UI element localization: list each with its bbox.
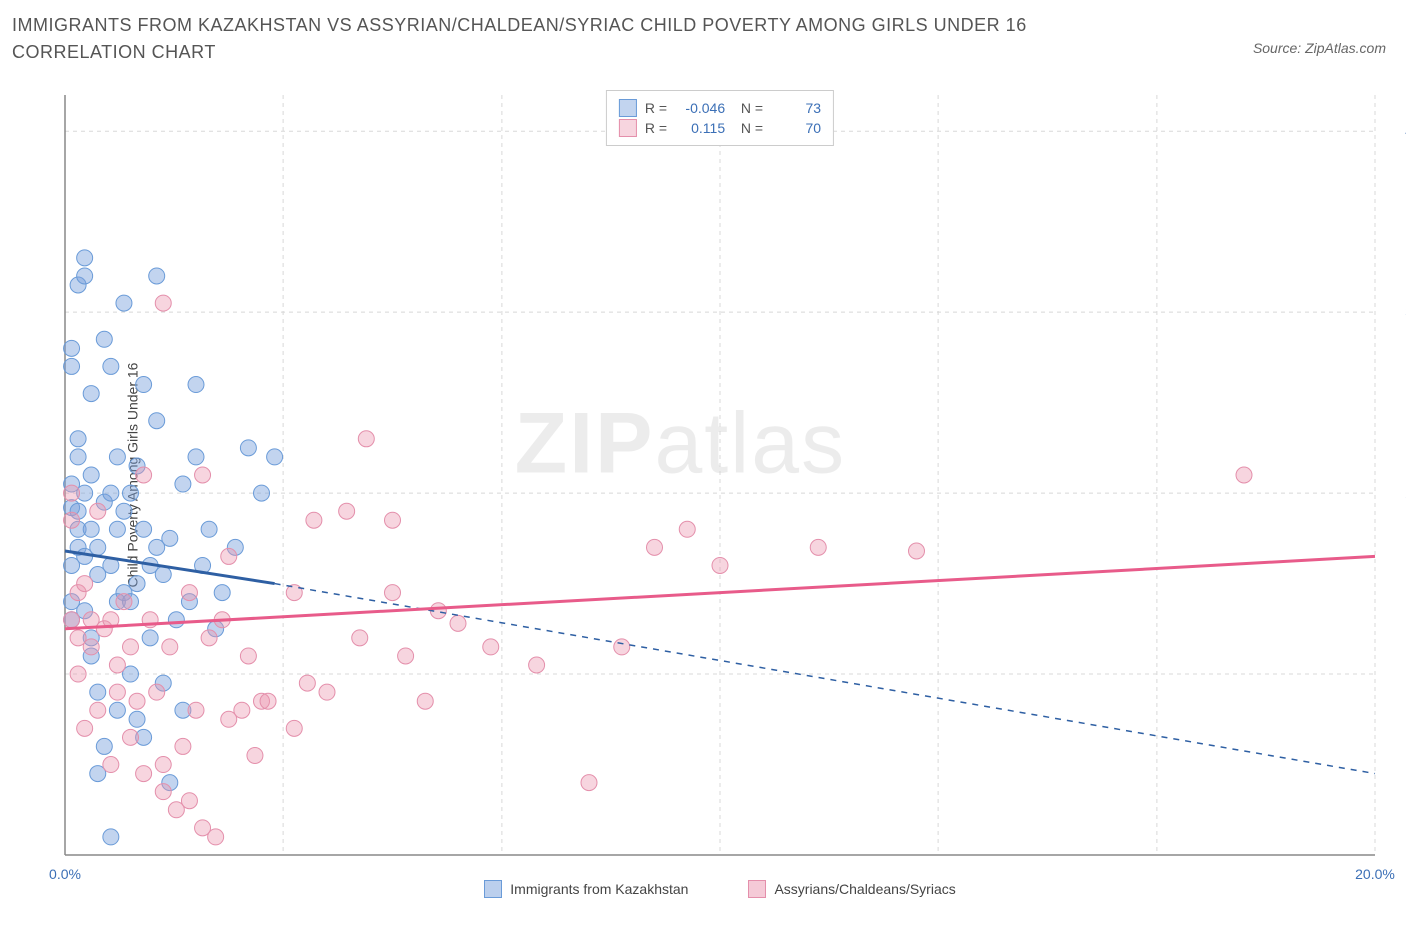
x-tick-label: 20.0% — [1355, 866, 1395, 882]
legend-row-1: R = -0.046 N = 73 — [619, 99, 821, 117]
legend-swatch-2 — [619, 119, 637, 137]
x-tick-label: 0.0% — [49, 866, 81, 882]
legend-r-label: R = — [645, 100, 667, 116]
legend-r-value-1: -0.046 — [675, 100, 725, 116]
legend-n-label: N = — [733, 100, 763, 116]
legend-n-value-2: 70 — [771, 120, 821, 136]
legend-bottom-item-2: Assyrians/Chaldeans/Syriacs — [748, 880, 955, 898]
legend-bottom-label-2: Assyrians/Chaldeans/Syriacs — [774, 881, 955, 897]
legend-bottom-label-1: Immigrants from Kazakhstan — [510, 881, 688, 897]
legend-r-value-2: 0.115 — [675, 120, 725, 136]
legend-swatch-bottom-1 — [484, 880, 502, 898]
legend-bottom-item-1: Immigrants from Kazakhstan — [484, 880, 688, 898]
chart-area: Child Poverty Among Girls Under 16 ZIPat… — [60, 90, 1380, 860]
source-label: Source: ZipAtlas.com — [1253, 40, 1386, 56]
legend-n-value-1: 73 — [771, 100, 821, 116]
legend-row-2: R = 0.115 N = 70 — [619, 119, 821, 137]
legend-swatch-1 — [619, 99, 637, 117]
scatter-plot — [60, 90, 1380, 860]
legend-swatch-bottom-2 — [748, 880, 766, 898]
chart-title: IMMIGRANTS FROM KAZAKHSTAN VS ASSYRIAN/C… — [12, 12, 1112, 66]
legend-r-label: R = — [645, 120, 667, 136]
legend-bottom: Immigrants from Kazakhstan Assyrians/Cha… — [60, 880, 1380, 898]
legend-n-label: N = — [733, 120, 763, 136]
legend-correlation: R = -0.046 N = 73 R = 0.115 N = 70 — [606, 90, 834, 146]
